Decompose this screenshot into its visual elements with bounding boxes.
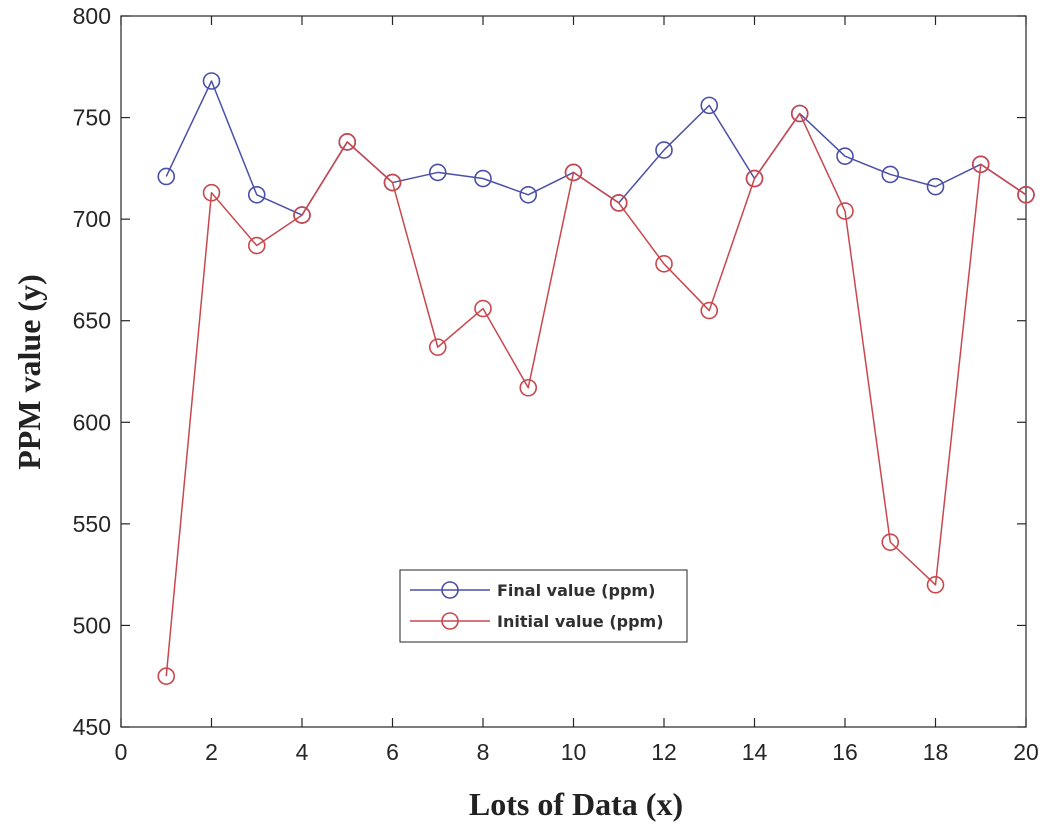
x-tick-label: 16: [832, 739, 858, 765]
data-point: [700, 301, 719, 320]
y-tick-label: 450: [73, 714, 111, 740]
data-point: [564, 163, 583, 182]
y-tick-label: 800: [73, 3, 111, 29]
data-point: [655, 255, 673, 273]
y-tick-label: 550: [73, 511, 111, 537]
series-line: [165, 112, 1027, 677]
data-point: [881, 533, 900, 551]
x-tick-label: 8: [477, 739, 490, 765]
y-axis-ticks: 450 500 550 600 650 700 750 800: [73, 3, 1026, 740]
legend-final-label: Final value (ppm): [497, 581, 655, 600]
legend: Final value (ppm) Initial value (ppm): [399, 569, 688, 643]
data-point: [881, 165, 900, 184]
data-point: [157, 167, 176, 186]
x-axis-title: Lots of Data (x): [469, 786, 683, 822]
y-tick-label: 700: [73, 206, 111, 232]
data-point: [745, 169, 764, 188]
series-1: [157, 104, 1035, 686]
data-point: [338, 133, 357, 151]
x-tick-label: 4: [296, 739, 309, 765]
y-axis-title: PPM value (y): [11, 274, 47, 470]
legend-final-marker: [441, 581, 459, 599]
data-point: [247, 236, 266, 255]
data-point: [790, 104, 809, 123]
data-point: [428, 338, 447, 356]
data-point: [519, 378, 538, 397]
data-point: [519, 185, 538, 204]
y-tick-label: 600: [73, 409, 111, 435]
x-tick-label: 2: [205, 739, 218, 765]
data-point: [293, 206, 311, 224]
x-tick-label: 0: [115, 739, 128, 765]
legend-initial-marker: [441, 612, 459, 630]
x-tick-label: 20: [1013, 739, 1039, 765]
data-point: [202, 72, 221, 90]
data-point: [926, 575, 945, 594]
data-point: [609, 194, 628, 212]
x-axis-ticks: 0 2 4 6 8 10 12 14 16 18 20: [115, 16, 1039, 765]
data-point: [247, 185, 266, 204]
y-tick-label: 650: [73, 308, 111, 334]
data-point: [836, 202, 854, 220]
x-tick-label: 14: [742, 739, 768, 765]
data-point: [474, 169, 492, 188]
data-point: [655, 141, 673, 159]
y-tick-label: 750: [73, 105, 111, 131]
x-tick-label: 6: [386, 739, 399, 765]
data-point: [836, 147, 854, 165]
data-point: [700, 96, 719, 115]
data-point: [157, 667, 176, 686]
series-layer: [157, 72, 1035, 686]
x-tick-label: 18: [923, 739, 949, 765]
data-point: [474, 299, 492, 318]
y-tick-label: 500: [73, 612, 111, 638]
legend-initial-label: Initial value (ppm): [497, 612, 664, 631]
data-point: [428, 163, 447, 182]
x-tick-label: 12: [651, 739, 677, 765]
data-point: [971, 155, 990, 174]
data-point: [202, 183, 221, 202]
x-tick-label: 10: [561, 739, 587, 765]
data-point: [1017, 185, 1035, 204]
data-point: [383, 173, 402, 192]
data-point: [926, 177, 945, 196]
